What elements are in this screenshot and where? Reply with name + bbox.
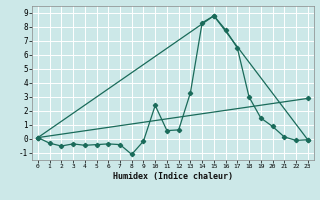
X-axis label: Humidex (Indice chaleur): Humidex (Indice chaleur): [113, 172, 233, 181]
